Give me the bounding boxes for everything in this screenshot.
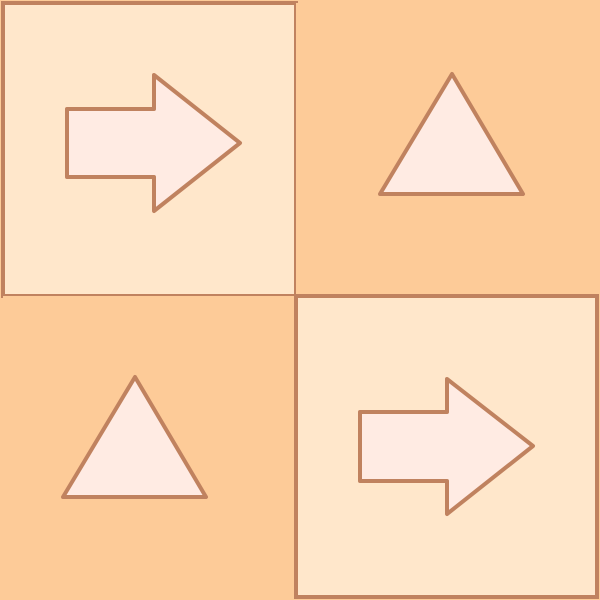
tile-bottom-left: [3, 296, 296, 597]
arrow-right-icon: [358, 377, 535, 516]
tile-top-left: [1, 1, 298, 298]
tile-top-right: [296, 3, 597, 296]
tile-bottom-right: [294, 294, 599, 599]
triangle-icon: [61, 375, 208, 499]
arrow-right-icon: [65, 73, 242, 213]
triangle-icon: [378, 72, 525, 196]
